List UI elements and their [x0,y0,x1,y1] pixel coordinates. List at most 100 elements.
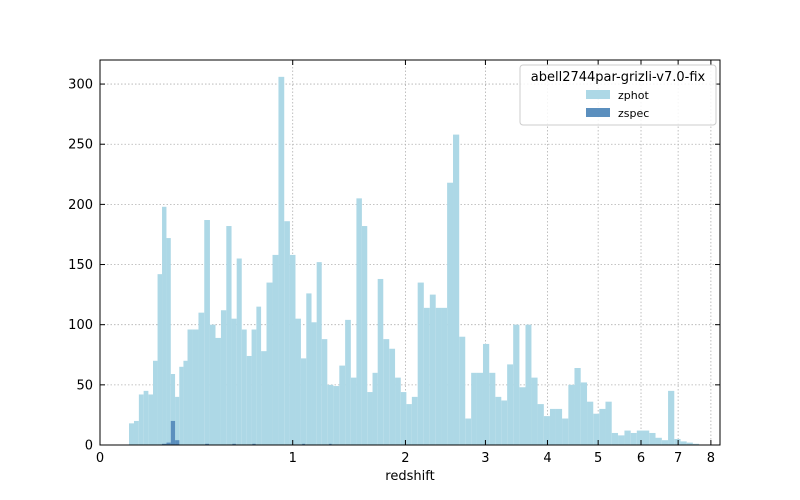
axis-ticks: 0 1 2 3 4 5 6 7 8 0 50 100 150 200 250 300 [68,60,720,466]
bar-zspec [329,443,332,445]
y-tick-label: 0 [85,439,93,454]
bar-zphot [489,372,496,445]
bar-zphot [236,258,242,445]
bar-zphot [133,420,139,445]
bar-zphot [562,418,569,445]
bar-zspec [175,440,180,445]
x-tick-label: 0 [96,451,104,466]
bar-zspec [166,442,171,445]
bar-zphot [157,274,163,445]
bar-zphot [441,307,448,445]
bar-zphot [209,324,216,445]
bar-zphot [383,339,390,445]
legend-swatch-zphot [586,90,610,99]
bar-zphot [406,404,412,445]
bar-zphot [333,386,340,445]
bar-zphot [251,329,257,445]
bar-zphot [395,377,401,445]
bar-zphot [356,198,362,445]
bar-zphot [417,282,424,445]
bar-zphot [611,432,619,445]
legend-title: abell2744par-grizli-v7.0-fix [531,70,706,85]
bar-zphot [423,307,430,445]
bar-zphot [289,254,296,445]
bar-zphot [311,322,317,445]
bar-zphot [231,318,237,445]
legend-box [519,64,717,126]
x-tick-label: 6 [637,451,645,466]
bar-zphot [549,408,556,445]
bar-zphot [537,404,544,445]
y-tick-label: 150 [68,258,93,273]
x-tick-label: 7 [674,451,682,466]
bar-zphot [350,377,357,445]
bar-zphot [661,440,669,445]
x-tick-label: 3 [481,451,489,466]
x-axis-label: redshift [385,469,434,484]
bar-zphot [175,396,180,445]
bar-zphot [674,438,681,445]
bar-zphot [476,372,483,445]
bar-zphot [300,358,307,445]
bar-zphot [593,413,600,445]
bar-zphot [143,390,149,445]
bar-zphot [183,360,188,445]
legend-label-zphot: zphot [618,89,649,102]
legend-swatch-zspec [586,108,610,117]
bar-zphot [580,382,588,445]
y-tick-label: 50 [76,378,93,393]
bar-zspec [252,443,256,445]
x-tick-label: 4 [543,451,551,466]
bar-zphot [170,374,176,445]
bar-zphot [605,401,612,445]
bar-zphot [587,401,594,445]
bar-zphot [599,408,606,445]
bar-zphot [618,435,625,445]
bar-zphot [435,307,442,445]
bar-zphot [241,329,247,445]
bar-zspec [162,443,167,445]
bar-zphot [372,372,378,445]
bar-zphot [453,134,460,445]
bar-zphot [513,324,520,445]
bar-zphot [389,348,396,445]
bar-zphot [568,384,575,445]
bar-zphot [519,387,526,445]
legend: abell2744par-grizli-v7.0-fix zphot zspec [519,64,717,126]
bar-zphot [630,432,637,445]
bar-zspec [232,443,236,445]
bar-zphot [447,182,454,445]
bar-zphot [429,294,436,445]
bar-zphot [152,360,158,445]
bar-zphot [686,442,693,445]
legend-label-zspec: zspec [618,107,649,120]
bar-zphot [256,306,262,445]
bar-zphot [507,364,514,445]
bar-zphot [261,351,267,445]
y-tick-label: 100 [68,318,93,333]
bar-zphot [680,441,687,445]
bar-zphot [501,400,508,445]
bar-zphot [471,372,477,445]
bar-zphot [345,319,351,445]
x-tick-label: 2 [401,451,409,466]
bar-zphot [555,408,563,445]
bar-zphot [295,318,301,445]
bar-zphot [525,324,532,445]
histogram-bars [129,76,700,445]
bar-zphot [692,443,700,445]
x-tick-label: 8 [707,451,715,466]
bar-zspec [170,420,176,445]
bar-zphot [495,396,502,445]
bar-zphot [400,392,407,445]
bar-zphot [339,365,346,445]
bar-zphot [272,254,279,445]
bar-zphot [198,312,205,445]
bar-zphot [215,337,221,445]
bar-zphot [162,206,167,445]
bar-zphot [226,226,232,445]
bar-zphot [278,76,285,445]
bar-zspec [205,443,209,445]
bar-zphot [327,384,334,445]
